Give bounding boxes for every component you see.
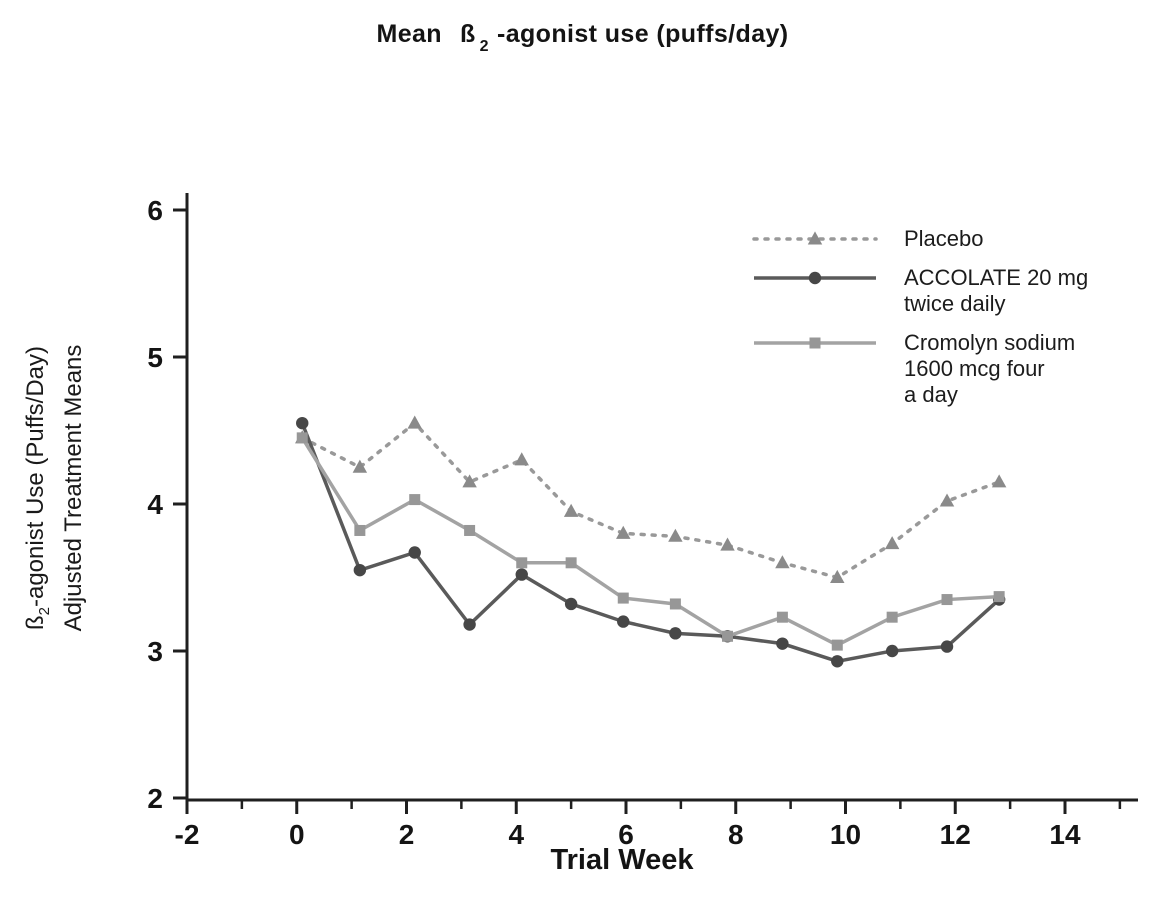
marker-square-cromolyn [409,494,421,506]
y-tick-label: 5 [147,342,163,373]
marker-circle-accolate [463,618,476,631]
chart-title-beta: ß [459,20,476,48]
marker-triangle-placebo [668,528,683,542]
legend-label-line: Placebo [904,226,984,251]
legend-item-accolate: ACCOLATE 20 mg twice daily [752,265,1088,317]
marker-circle-accolate [353,563,367,577]
marker-square-cromolyn [993,591,1005,603]
legend-label-line: a day [904,382,958,407]
marker-triangle-placebo [939,493,955,507]
marker-square-cromolyn [776,611,788,623]
legend-label-cromolyn: Cromolyn sodium 1600 mcg four a day [904,330,1075,408]
legend-label-line: 1600 mcg four [904,356,1045,381]
marker-square-cromolyn [354,524,366,536]
marker-triangle-placebo [462,474,477,488]
legend-marker-triangle-icon [807,231,823,245]
marker-square-cromolyn [565,557,577,569]
marker-square-cromolyn [464,524,476,536]
x-tick-label: 6 [618,819,634,850]
x-axis-ticks: -2 0 2 4 6 8 10 12 14 [175,800,1122,850]
chart-title-suffix: -agonist use (puffs/day) [496,20,789,48]
series-line-accolate [300,422,1001,664]
marker-square-cromolyn [941,594,953,606]
y-tick-label: 3 [147,636,163,667]
marker-square-cromolyn [831,639,843,651]
x-tick-label: 8 [728,819,744,850]
x-tick-label: -2 [175,819,200,850]
chart-title: Mean ß 2 -agonist use (puffs/day) [0,20,1165,56]
marker-circle-accolate [776,637,789,650]
series-cromolyn [296,432,1005,651]
marker-circle-accolate [296,416,309,430]
y-axis-ticks: 2 3 4 5 6 [147,195,187,814]
legend-sample-cromolyn [754,337,876,349]
marker-circle-accolate [940,640,954,653]
x-tick-label: 2 [399,819,415,850]
legend-label-line: twice daily [904,291,1006,316]
y-tick-label: 6 [147,195,163,226]
series-placebo [295,415,1007,583]
legend-label-placebo: Placebo [904,226,984,252]
x-axis-label: Trial Week [550,844,694,876]
legend-label-accolate: ACCOLATE 20 mg twice daily [904,265,1088,317]
marker-circle-accolate [669,627,682,640]
legend-marker-square-icon [809,337,821,349]
series-line-cromolyn [300,436,1000,648]
series-line-placebo [300,420,1001,580]
marker-triangle-placebo [775,555,790,569]
marker-triangle-placebo [991,474,1007,488]
marker-triangle-placebo [514,452,529,466]
x-tick-label: 10 [830,819,861,850]
marker-square-cromolyn [669,598,681,610]
marker-circle-accolate [515,568,528,581]
marker-square-cromolyn [617,592,629,604]
marker-triangle-placebo [720,537,735,551]
marker-square-cromolyn [296,432,308,444]
marker-circle-accolate [408,546,421,559]
x-tick-label: 14 [1049,819,1081,850]
series-accolate [296,416,1006,668]
legend: Placebo ACCOLATE 20 mg twice daily Cromolyn… [752,226,1088,408]
legend-label-line: Cromolyn sodium [904,330,1076,355]
legend-item-placebo: Placebo [752,226,1088,252]
marker-circle-accolate [885,644,899,658]
axes [185,193,1138,802]
marker-square-cromolyn [516,557,528,569]
marker-circle-accolate [564,597,578,611]
x-tick-label: 12 [940,819,971,850]
marker-triangle-placebo [563,503,579,517]
legend-item-cromolyn: Cromolyn sodium 1600 mcg four a day [752,330,1088,408]
legend-sample-accolate [754,271,876,285]
marker-circle-accolate [831,655,844,668]
marker-triangle-placebo [407,415,422,429]
x-tick-label: 4 [508,819,524,850]
legend-sample-placebo [752,231,878,245]
legend-marker-circle-icon [808,271,822,285]
chart-title-subscript: 2 [479,38,489,55]
marker-triangle-placebo [616,525,631,539]
legend-label-line: ACCOLATE 20 mg [904,265,1089,290]
marker-circle-accolate [617,615,630,628]
marker-triangle-placebo [830,569,845,583]
marker-square-cromolyn [722,630,734,642]
y-tick-label: 4 [147,489,163,520]
marker-triangle-placebo [884,536,900,550]
x-tick-label: 0 [289,819,305,850]
marker-square-cromolyn [886,611,898,623]
marker-triangle-placebo [352,459,368,473]
chart-title-prefix: Mean [376,20,442,48]
y-tick-label: 2 [147,783,163,814]
